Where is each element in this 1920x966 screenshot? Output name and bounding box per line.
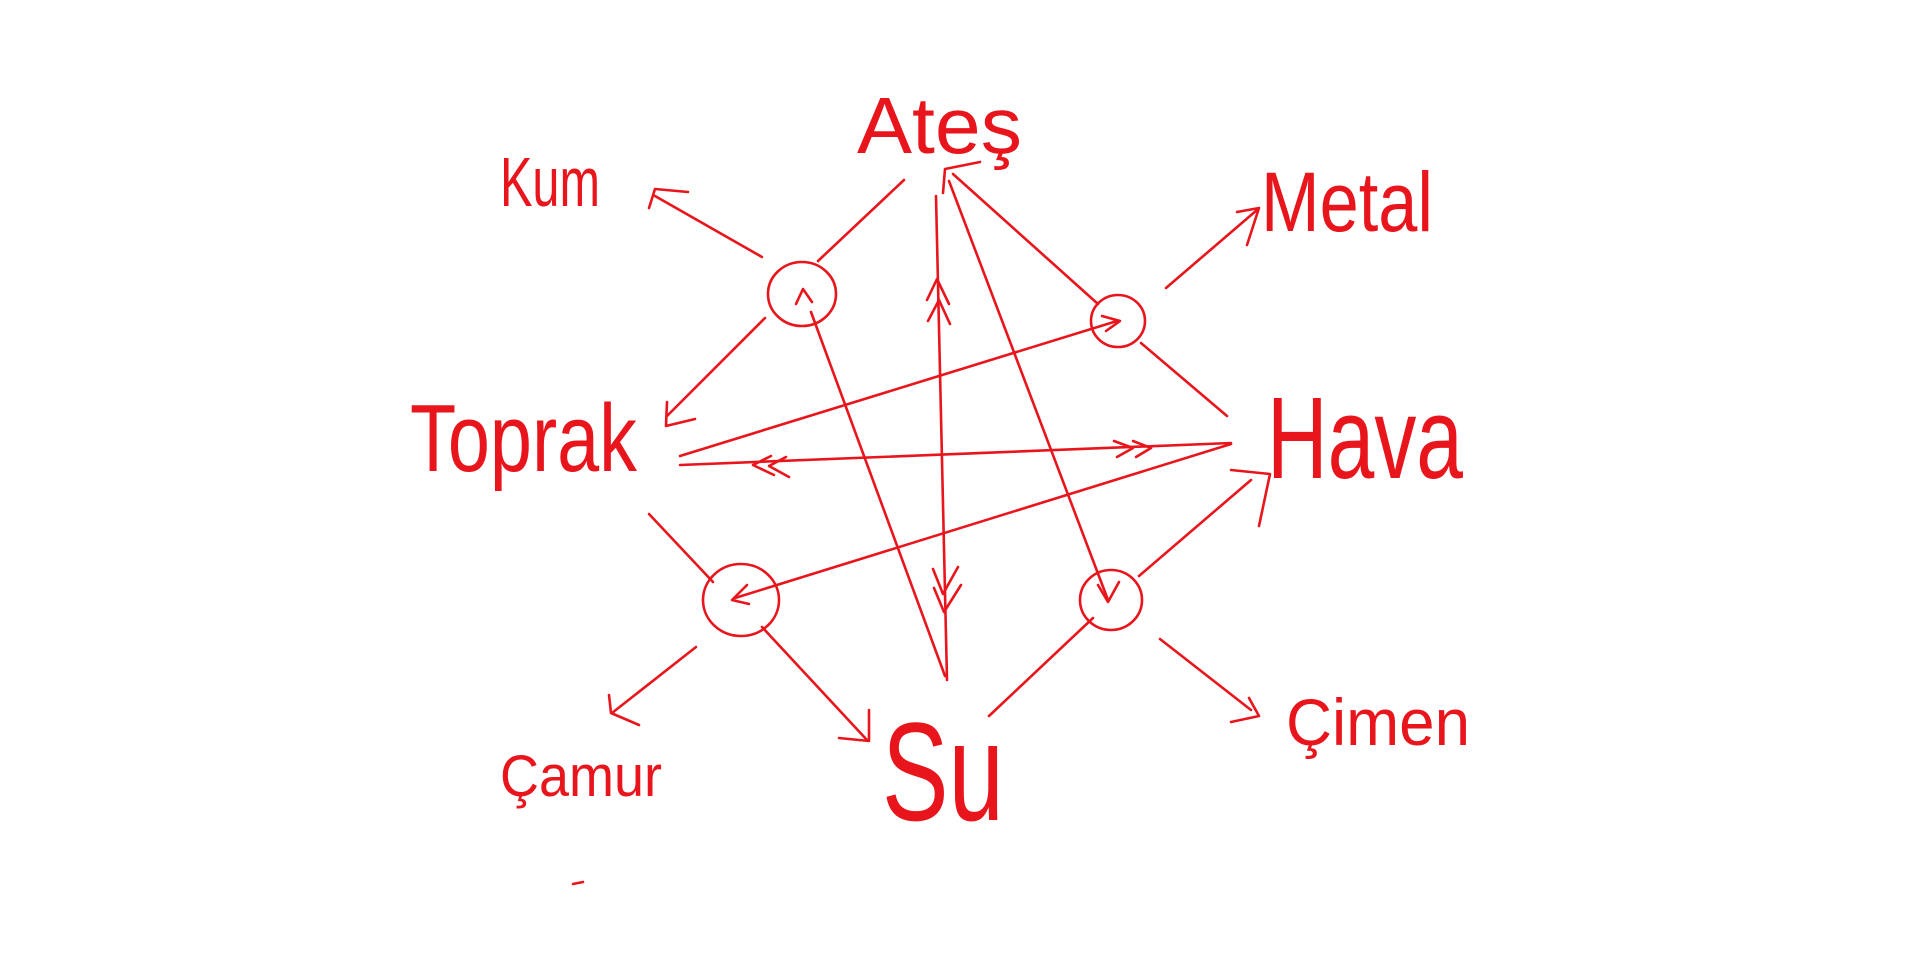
edge-lower-left-circle-to-su [760, 625, 869, 742]
combination-circle-lower-left [701, 562, 781, 638]
arrowhead-right-2 [1131, 439, 1153, 459]
edge-toprak-to-upper-right-circle [678, 319, 1119, 458]
arrowhead-toprak [664, 400, 697, 428]
node-label-su: Su [882, 693, 1004, 850]
arrowhead-in-lower-left-circle [730, 583, 751, 606]
arrowhead-camur [607, 693, 641, 727]
arrowhead-su [837, 708, 871, 743]
arrowhead-up-2 [926, 298, 952, 326]
edge-toprak-to-lower-left-circle [647, 512, 715, 584]
arrowhead-left-1 [751, 454, 776, 477]
edge-ates-su-vertical [934, 194, 949, 682]
arrowhead-left-2 [767, 455, 791, 479]
edge-su-to-upper-left-circle [809, 310, 947, 678]
combination-circle-lower-right [1078, 568, 1144, 632]
edge-su-to-lower-right-circle [987, 616, 1095, 718]
arrowhead-in-upper-left-circle [794, 287, 814, 306]
edge-lower-right-circle-to-cimen [1158, 637, 1253, 712]
arrowhead-down-2 [932, 583, 963, 614]
edge-upper-right-circle-to-hava [1139, 341, 1229, 418]
edge-hava-to-lower-right-circle [1137, 478, 1253, 578]
edge-upper-left-circle-to-kum [653, 194, 764, 259]
stray-mark [571, 880, 585, 886]
edge-toprak-hava [678, 441, 1233, 467]
arrowhead-down-1 [931, 565, 960, 596]
edge-upper-left-circle-to-toprak [665, 316, 767, 418]
combination-circle-upper-right [1089, 293, 1147, 349]
node-label-kum: Kum [500, 143, 600, 221]
edge-ates-to-upper-left-circle [816, 178, 906, 263]
edge-hava-to-lower-left-circle [733, 442, 1233, 600]
arrowhead-kum [647, 187, 690, 210]
arrowhead-right-1 [1112, 439, 1135, 459]
edge-ates-to-upper-right-circle [951, 172, 1100, 306]
node-label-cimen: Çimen [1286, 685, 1470, 759]
ates-hook-mark [941, 160, 982, 195]
arrowhead-cimen [1229, 696, 1261, 724]
node-label-ates: Ateş [857, 81, 1022, 170]
node-label-toprak: Toprak [410, 385, 638, 492]
edge-upper-right-circle-to-metal [1164, 208, 1259, 290]
node-label-camur: Çamur [500, 744, 662, 809]
combination-circle-upper-left [766, 260, 838, 328]
arrowhead-metal [1235, 206, 1261, 247]
arrowhead-in-upper-right-circle [1100, 314, 1122, 333]
edge-lower-left-circle-to-camur [610, 645, 698, 715]
edge-ates-to-lower-right-circle [947, 179, 1110, 602]
hava-hook-mark [1229, 468, 1272, 528]
arrowhead-in-lower-right-circle [1096, 580, 1121, 604]
node-label-metal: Metal [1261, 155, 1433, 249]
node-label-hava: Hava [1267, 373, 1463, 503]
arrowhead-up-1 [925, 277, 951, 306]
